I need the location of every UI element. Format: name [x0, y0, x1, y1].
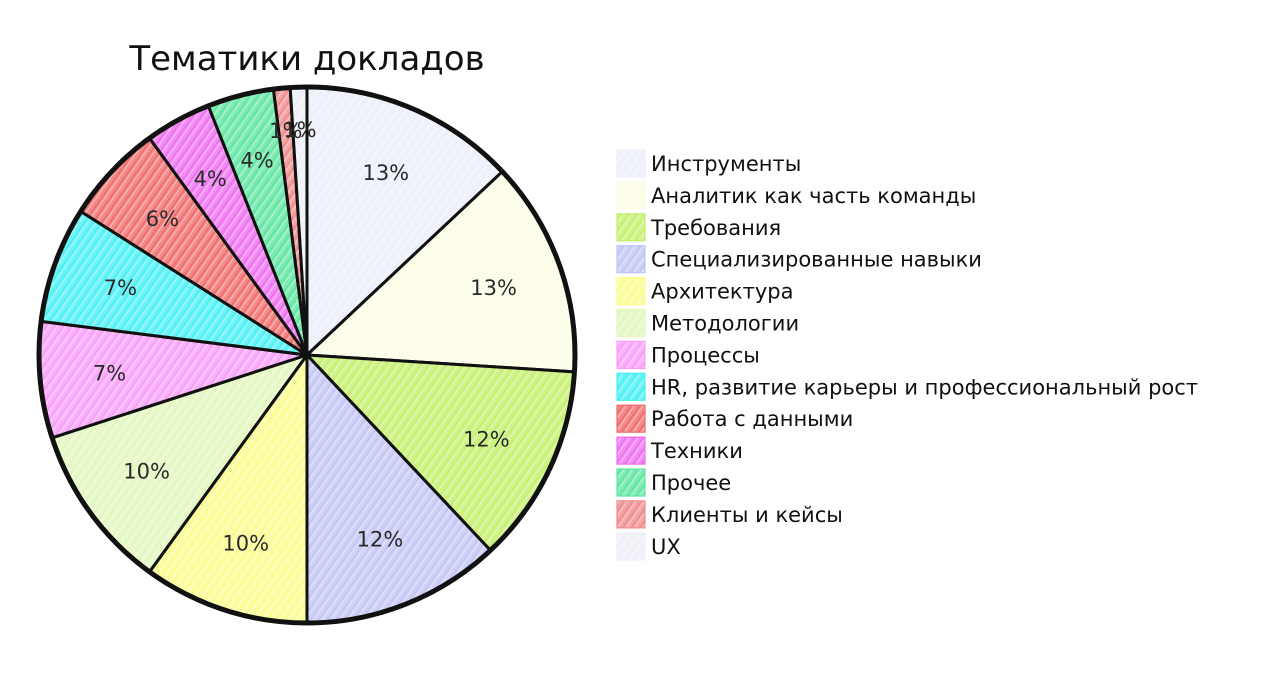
slice-label-12: 1%: [269, 119, 302, 143]
legend-swatch-4: [616, 245, 646, 274]
slice-label-1: 13%: [362, 161, 409, 185]
slice-label-2: 13%: [470, 276, 517, 300]
legend-swatch-9: [616, 404, 646, 433]
slice-label-8: 7%: [104, 276, 137, 300]
legend-label-6: Методологии: [651, 312, 799, 336]
legend-label-4: Специализированные навыки: [651, 248, 982, 272]
legend-swatch-13: [616, 532, 646, 561]
legend-label-12: Клиенты и кейсы: [651, 503, 843, 527]
legend-label-2: Аналитик как часть команды: [651, 184, 976, 208]
legend-swatch-10: [616, 436, 646, 465]
slice-label-10: 4%: [194, 167, 227, 191]
legend-label-7: Процессы: [651, 343, 760, 367]
pie-slices: [37, 85, 577, 625]
legend-swatch-6: [616, 308, 646, 338]
legend-swatch-5: [616, 277, 646, 306]
pie-labels: 13% 13% 12% 12% 10% 10% 7% 7% 6% 4% 4% 1%1%: [93, 118, 517, 556]
legend-label-9: Работа с данными: [651, 407, 853, 431]
legend-label-5: Архитектура: [651, 280, 793, 304]
slice-label-7: 7%: [93, 362, 126, 386]
legend-swatch-1: [616, 149, 646, 178]
slice-label-6: 10%: [123, 460, 170, 484]
slice-label-3: 12%: [463, 427, 510, 451]
legend-label-11: Прочее: [651, 471, 731, 495]
legend-swatch-3: [616, 213, 646, 242]
legend-swatch-2: [616, 181, 646, 210]
slice-label-11: 4%: [240, 148, 273, 172]
legend-swatch-12: [616, 500, 646, 529]
legend-label-3: Требования: [650, 216, 781, 240]
slice-label-13: 1%: [283, 118, 316, 142]
slice-label-5: 10%: [222, 532, 269, 556]
legend-swatch-11: [616, 468, 646, 497]
slice-label-4: 12%: [357, 527, 404, 551]
pie-outline: [36, 84, 578, 626]
legend-label-13: UX: [651, 535, 681, 559]
legend-swatch-8: [616, 372, 646, 401]
legend-label-10: Техники: [650, 439, 743, 463]
legend: Инструменты Аналитик как часть команды Тре…: [616, 149, 1198, 561]
slice-label-9: 6%: [146, 207, 179, 231]
chart-title: Тематики докладов: [128, 39, 484, 79]
legend-swatch-7: [616, 340, 646, 369]
legend-label-8: HR, развитие карьеры и профессиональный …: [651, 375, 1198, 399]
legend-label-1: Инструменты: [651, 152, 801, 176]
